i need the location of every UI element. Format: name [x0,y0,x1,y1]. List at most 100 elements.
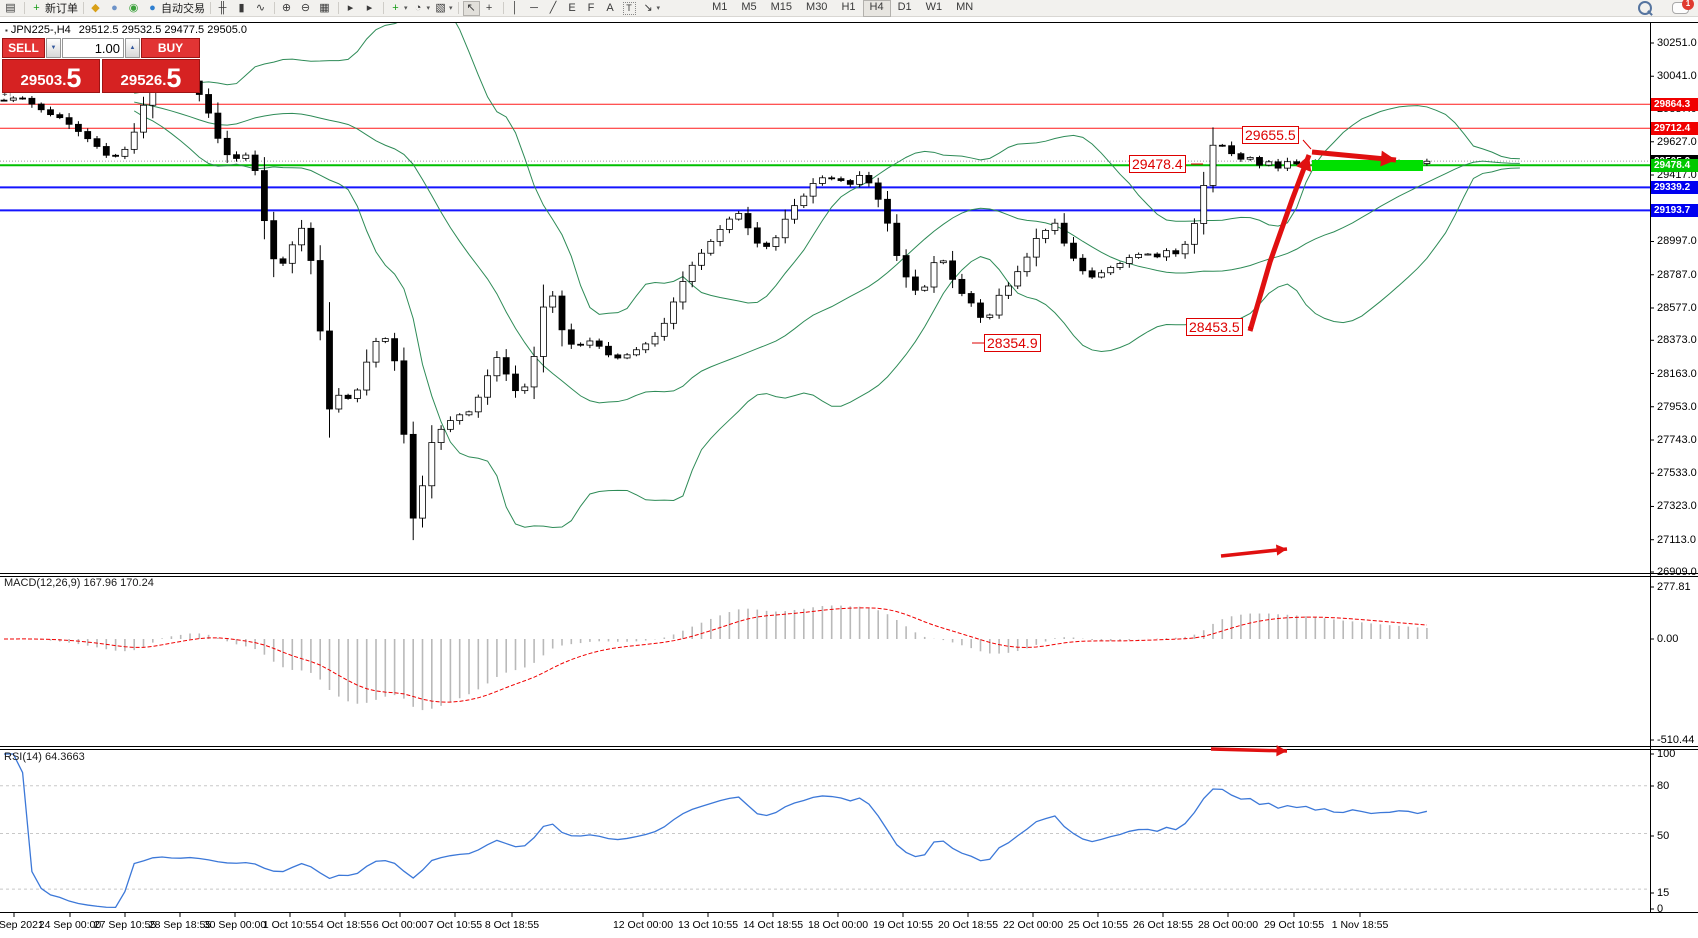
notifications-icon[interactable]: 1 [1672,0,1694,14]
zoom-in-button[interactable]: ⊕ [279,1,296,16]
chart-shift-button[interactable]: ▸ [362,1,379,16]
zoom-out-button[interactable]: ⊖ [298,1,315,16]
volume-input[interactable] [62,38,124,58]
price-annotation[interactable]: 29655.5 [1242,126,1299,144]
macd-signal-line [3,607,1427,703]
line-chart-type-button[interactable]: ∿ [253,1,270,16]
date-tick-label: 1 Oct 10:55 [262,919,318,931]
date-tick-label: 25 Oct 10:55 [1067,919,1129,931]
templates-button[interactable]: ▧ ▾ [433,1,454,16]
horizontal-line-button[interactable]: ─ [527,1,544,16]
toolbar-separator [338,2,339,14]
trend-arrow-1-head [1296,155,1312,172]
new-order-button-icon: + [33,2,40,14]
text-label-button[interactable]: T [622,1,639,16]
quote-panel-controls: SELL ▼ ▲ BUY [2,38,200,58]
vertical-line-button[interactable]: │ [508,1,525,16]
signals-icon[interactable]: ◉ [126,1,143,16]
timeframe-m30[interactable]: M30 [806,0,828,13]
tile-windows-button-icon: ▦ [319,2,330,14]
sell-price-display[interactable]: 29503. 5 [2,59,100,93]
bar-chart-type-button[interactable]: ╫ [215,1,232,16]
dropdown-arrow-icon: ▾ [449,5,453,12]
fibonacci-button-icon: F [587,2,595,14]
bollinger-bands [133,23,1520,528]
macd-indicator-label: MACD(12,26,9) 167.96 170.24 [4,577,154,589]
buy-price-display[interactable]: 29526. 5 [102,59,200,93]
buy-price-pip: 5 [166,63,182,93]
macd-tick-label: 0.00 [1657,633,1679,645]
price-tick-label: 26909.0 [1657,566,1697,578]
rsi-tick-label: 15 [1657,887,1670,899]
periods-button[interactable]: ◔ ▾ [411,1,432,16]
toolbar-separator [24,2,25,14]
zoom-out-button-icon: ⊖ [300,2,311,14]
timeframe-h4[interactable]: H4 [862,0,891,17]
vertical-line-button-icon: │ [511,2,519,14]
price-annotation[interactable]: 28354.9 [984,334,1041,352]
cursor-button-icon: ↖ [466,2,476,14]
timeframe-d1[interactable]: D1 [897,0,912,13]
rsi-tick-label: 50 [1657,830,1670,842]
arrows-tool-button[interactable]: ↘ ▾ [641,1,662,16]
trendline-button[interactable]: ╱ [546,1,563,16]
candlestick-chart-type-button[interactable]: ▮ [234,1,251,16]
price-annotation[interactable]: 29478.4 [1129,155,1186,173]
price-tick-label: 29627.0 [1657,135,1697,148]
volume-decrease-button[interactable]: ▼ [46,38,61,58]
dropdown-arrow-icon: ▾ [656,5,661,12]
equidistant-channel-button[interactable]: E [565,1,582,16]
timeframe-mn[interactable]: MN [956,0,974,13]
bar-chart-type-button-icon: ╫ [218,2,227,14]
arrows-tool-button-icon: ↘ [643,2,653,14]
rsi-indicator-label: RSI(14) 64.3663 [4,751,85,763]
date-tick-label: 8 Oct 18:55 [484,919,540,931]
sell-button[interactable]: SELL [2,38,45,58]
volume-increase-button[interactable]: ▲ [125,38,140,58]
new-order-button[interactable]: + 新订单 [29,1,79,16]
search-icon[interactable] [1638,1,1652,15]
chart-window-icon[interactable]: ▤ [3,1,20,16]
line-chart-type-button-icon: ∿ [255,2,266,14]
crosshair-button[interactable]: + [482,1,499,16]
macd-tick-label: -510.44 [1657,734,1695,746]
fibonacci-button[interactable]: F [584,1,601,16]
date-tick-label: 19 Oct 10:55 [872,919,934,931]
rsi-tick-label: 80 [1657,780,1670,792]
date-tick-label: 6 Oct 00:00 [372,919,428,931]
cursor-button[interactable]: ↖ [462,0,480,16]
price-tick-label: 28373.0 [1657,334,1697,347]
date-tick-label: 7 Oct 10:55 [427,919,483,931]
price-annotation[interactable]: 28453.5 [1186,318,1243,336]
price-tick-label: 28577.0 [1657,301,1697,314]
text-button-icon: A [606,2,614,14]
price-line-badge: 29339.2 [1651,180,1698,194]
timeframe-m15[interactable]: M15 [770,0,793,13]
timeframe-w1[interactable]: W1 [925,0,943,13]
price-tick-label: 27323.0 [1657,500,1697,513]
community-icon-icon: ● [111,2,118,14]
signals-icon-icon: ◉ [128,2,139,14]
timeframe-h1[interactable]: H1 [841,0,856,13]
rsi-line [4,753,1428,909]
indicators-button[interactable]: + ▾ [388,1,409,16]
dropdown-arrow-icon: ▾ [426,5,431,12]
text-button[interactable]: A [603,1,620,16]
tile-windows-button[interactable]: ▦ [317,1,334,16]
buy-button[interactable]: BUY [141,38,200,58]
timeframe-m1[interactable]: M1 [712,0,728,13]
community-icon[interactable]: ● [107,1,124,16]
styler-icon[interactable]: ◆ [88,1,105,16]
chart-shift-button-icon: ▸ [366,2,373,14]
auto-scroll-button[interactable]: ▸ [343,1,360,16]
equidistant-channel-button-icon: E [568,2,576,14]
price-tick-label: 29417.0 [1657,169,1697,181]
autotrading-button[interactable]: ● 自动交易 [145,1,206,16]
timeframe-m5[interactable]: M5 [741,0,757,13]
date-tick-label: 4 Oct 18:55 [317,919,373,931]
date-tick-label: 14 Oct 18:55 [742,919,804,931]
price-tick-label: 27743.0 [1657,433,1697,446]
macd-arrow-head [1275,544,1287,556]
sell-price-pip: 5 [66,63,82,93]
